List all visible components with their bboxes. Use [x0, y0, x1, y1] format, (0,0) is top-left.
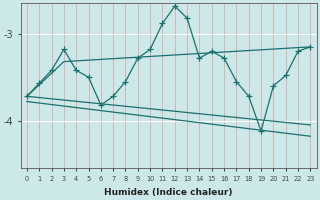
- X-axis label: Humidex (Indice chaleur): Humidex (Indice chaleur): [104, 188, 233, 197]
